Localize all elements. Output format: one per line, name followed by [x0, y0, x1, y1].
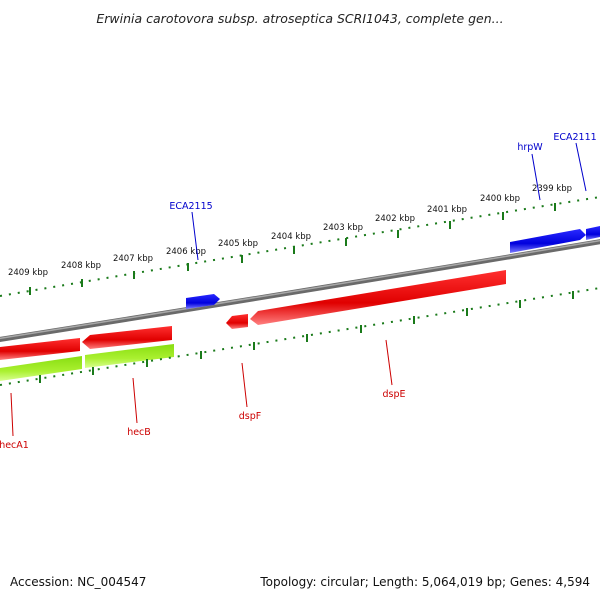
- feature-segment[interactable]: [85, 344, 174, 368]
- forward-strand-genes: [186, 226, 600, 309]
- outer-tick-ring: [0, 196, 600, 297]
- tick-label: 2402 kbp: [375, 214, 415, 224]
- tick-labels: 2409 kbp 2408 kbp 2407 kbp 2406 kbp 2405…: [8, 184, 572, 278]
- feature-track: [0, 344, 174, 381]
- gene-ECA2111[interactable]: [586, 226, 600, 240]
- inner-tick-ring: [0, 287, 600, 386]
- gene-label-ECA2115[interactable]: ECA2115: [169, 201, 212, 212]
- map-title: Erwinia carotovora subsp. atroseptica SC…: [96, 11, 503, 26]
- tick-label: 2405 kbp: [218, 239, 258, 249]
- gene-hecA1[interactable]: [0, 338, 80, 360]
- tick-label: 2400 kbp: [480, 194, 520, 204]
- gene-hecB[interactable]: [82, 326, 172, 349]
- tick-label: 2407 kbp: [113, 254, 153, 264]
- tick-label: 2399 kbp: [532, 184, 572, 194]
- gene-label-ECA2111[interactable]: ECA2111: [553, 132, 596, 143]
- tick-label: 2404 kbp: [271, 232, 311, 242]
- reverse-strand-genes: [0, 270, 506, 360]
- tick-label: 2408 kbp: [61, 261, 101, 271]
- gene-dspE[interactable]: [250, 270, 506, 325]
- genome-stats-text: Topology: circular; Length: 5,064,019 bp…: [259, 575, 590, 589]
- tick-label: 2406 kbp: [166, 247, 206, 257]
- tick-label: 2403 kbp: [323, 223, 363, 233]
- genome-backbone: [0, 239, 600, 342]
- outer-major-ticks: [29, 203, 556, 295]
- gene-label-hecA1[interactable]: hecA1: [0, 440, 29, 451]
- tick-label: 2401 kbp: [427, 205, 467, 215]
- inner-major-ticks: [39, 291, 574, 383]
- gene-hrpW[interactable]: [510, 229, 586, 253]
- reverse-gene-labels: hecA1 hecB dspF dspE: [0, 339, 406, 451]
- accession-text: Accession: NC_004547: [10, 575, 146, 589]
- gene-label-dspE[interactable]: dspE: [382, 389, 405, 400]
- gene-dspF[interactable]: [226, 314, 248, 329]
- gene-label-hecB[interactable]: hecB: [127, 427, 151, 438]
- gene-label-dspF[interactable]: dspF: [239, 411, 261, 422]
- feature-segment[interactable]: [0, 356, 82, 381]
- tick-label: 2409 kbp: [8, 268, 48, 278]
- gene-label-hrpW[interactable]: hrpW: [517, 142, 543, 153]
- gene-ECA2115[interactable]: [186, 294, 220, 309]
- forward-gene-labels: ECA2115 hrpW ECA2111: [169, 132, 597, 261]
